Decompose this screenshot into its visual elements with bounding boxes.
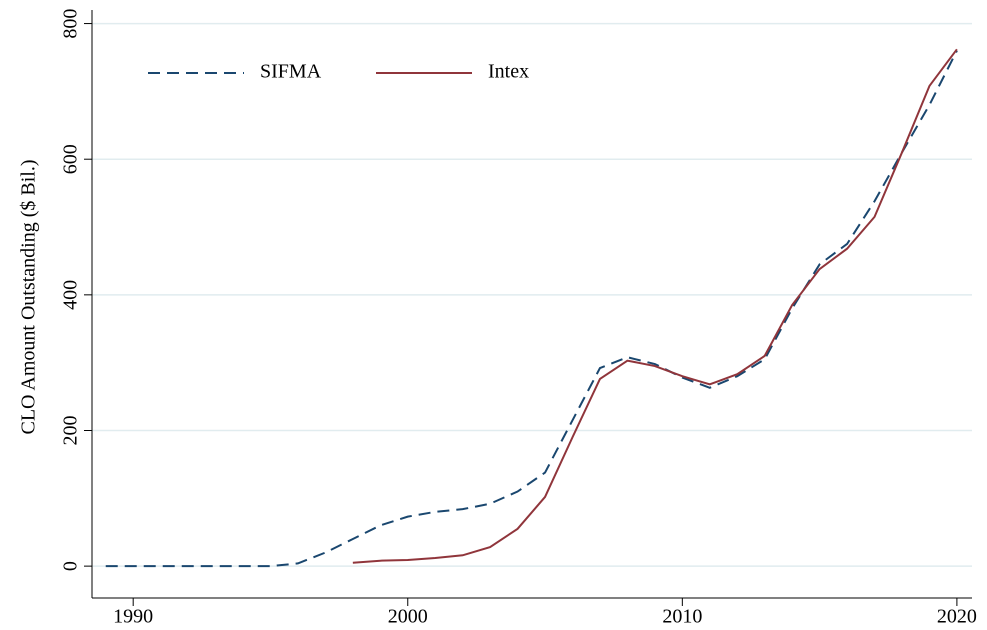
legend-label: SIFMA	[260, 61, 322, 83]
series-line	[105, 50, 958, 568]
x-tick-label: 1990	[113, 606, 153, 628]
y-tick-label: 800	[60, 9, 82, 39]
y-tick-label: 600	[60, 144, 82, 174]
y-tick-label: 0	[60, 561, 82, 571]
legend-label: Intex	[488, 61, 529, 83]
x-tick-label: 2020	[937, 606, 977, 628]
series-line	[352, 48, 958, 564]
x-tick-label: 2000	[388, 606, 428, 628]
y-tick-label: 400	[60, 280, 82, 310]
x-tick-label: 2010	[662, 606, 702, 628]
y-axis-label: CLO Amount Outstanding ($ Bil.)	[18, 160, 40, 435]
y-tick-label: 200	[60, 415, 82, 445]
